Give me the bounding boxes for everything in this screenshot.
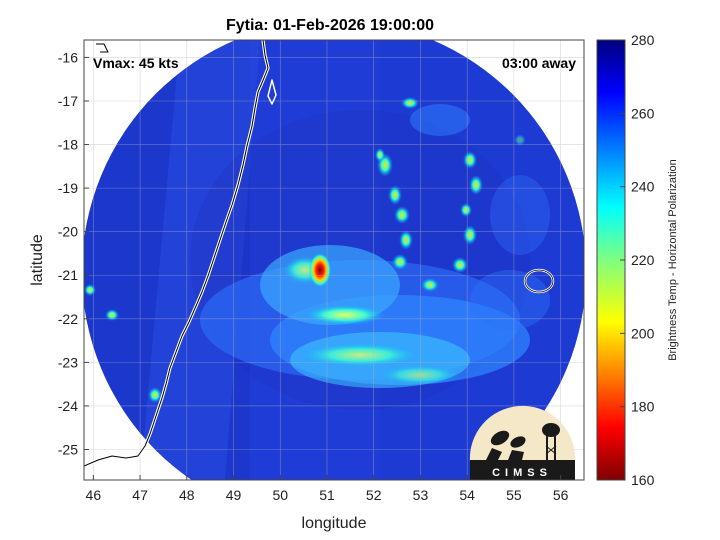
lat-tick-label: -25 bbox=[58, 442, 78, 458]
lon-tick-label: 56 bbox=[553, 487, 569, 503]
colorbar-tick-label: 280 bbox=[631, 32, 655, 48]
colorbar-tick-label: 240 bbox=[631, 179, 655, 195]
longitude-ticks: 46 47 48 49 50 51 52 53 54 55 56 bbox=[86, 475, 569, 503]
map-gridlines bbox=[84, 40, 584, 480]
lat-tick-label: -24 bbox=[58, 398, 78, 414]
colorbar-tick-label: 180 bbox=[631, 399, 655, 415]
colorbar-tick-label: 200 bbox=[631, 325, 655, 341]
cimss-logo-text: CIMSS bbox=[492, 467, 552, 479]
lat-tick-label: -19 bbox=[58, 180, 78, 196]
time-away-label: 03:00 away bbox=[502, 55, 576, 71]
lon-tick-label: 52 bbox=[366, 487, 382, 503]
lon-tick-label: 54 bbox=[459, 487, 475, 503]
plot-area: Vmax: 45 kts 03:00 away CIMSS bbox=[83, 39, 585, 481]
y-axis-label: latitude bbox=[29, 234, 46, 286]
lon-tick-label: 46 bbox=[86, 487, 102, 503]
lat-tick-label: -17 bbox=[58, 93, 78, 109]
colorbar-label: Brightness Temp - Horizontal Polarizatio… bbox=[667, 159, 679, 361]
figure-title: Fytia: 01-Feb-2026 19:00:00 bbox=[226, 17, 434, 34]
lon-tick-label: 53 bbox=[413, 487, 429, 503]
lat-tick-label: -16 bbox=[58, 49, 78, 65]
latitude-ticks: -16 -17 -18 -19 -20 -21 -22 -23 -24 -25 bbox=[58, 49, 89, 458]
colorbar-ticks: 280 260 240 220 200 180 160 bbox=[620, 32, 655, 488]
lon-tick-label: 51 bbox=[319, 487, 335, 503]
lat-tick-label: -20 bbox=[58, 224, 78, 240]
lon-tick-label: 49 bbox=[226, 487, 242, 503]
lon-tick-label: 55 bbox=[506, 487, 522, 503]
cimss-logo: CIMSS bbox=[469, 405, 575, 480]
lat-tick-label: -23 bbox=[58, 354, 78, 370]
lon-tick-label: 48 bbox=[179, 487, 195, 503]
lat-tick-label: -21 bbox=[58, 267, 78, 283]
coastline bbox=[84, 40, 555, 468]
lon-tick-label: 50 bbox=[272, 487, 288, 503]
colorbar: 280 260 240 220 200 180 160 Brightness Temp - … bbox=[596, 32, 679, 488]
colorbar-tick-label: 160 bbox=[631, 472, 655, 488]
colorbar-tick-label: 220 bbox=[631, 252, 655, 268]
vmax-label: Vmax: 45 kts bbox=[93, 55, 179, 71]
lat-tick-label: -18 bbox=[58, 137, 78, 153]
lat-tick-label: -22 bbox=[58, 311, 78, 327]
colorbar-tick-label: 260 bbox=[631, 105, 655, 121]
lon-tick-label: 47 bbox=[132, 487, 148, 503]
x-axis-label: longitude bbox=[302, 515, 367, 532]
